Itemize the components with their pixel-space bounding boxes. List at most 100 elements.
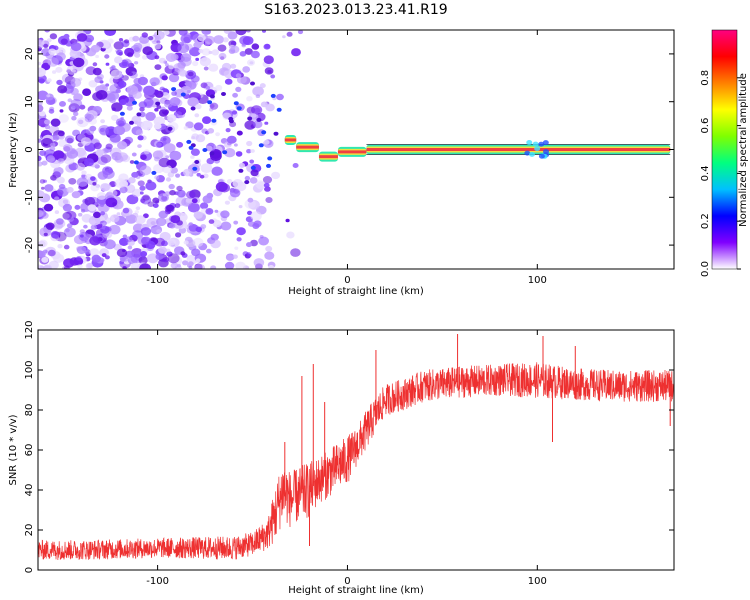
noise-blob [235, 261, 246, 269]
noise-blob [138, 256, 148, 265]
noise-blob [214, 209, 219, 213]
noise-blob [232, 92, 239, 98]
noise-blob [67, 98, 73, 103]
noise-blob [262, 30, 266, 33]
noise-blob [166, 204, 174, 212]
noise-hotspot [211, 118, 217, 123]
noise-blob [119, 99, 127, 106]
colorbar-tick-label: 0.6 [700, 118, 711, 134]
x-tick-label: 0 [344, 576, 350, 587]
noise-blob [47, 249, 56, 257]
noise-blob [53, 150, 65, 160]
noise-blob [236, 227, 246, 236]
noise-blob [178, 227, 187, 234]
noise-hotspot [192, 166, 198, 171]
noise-blob [219, 183, 230, 193]
noise-blob [119, 186, 128, 194]
noise-blob [132, 35, 140, 42]
noise-blob [177, 264, 181, 268]
y-tick-label: 40 [24, 484, 35, 497]
noise-blob [71, 92, 75, 96]
noise-hotspot [236, 106, 242, 111]
noise-blob [149, 77, 160, 86]
noise-hotspot [207, 100, 213, 105]
snr-content [38, 334, 674, 561]
noise-blob [111, 102, 123, 112]
noise-blob [170, 167, 179, 174]
noise-blob [38, 210, 44, 218]
snr-axes: -100 0 100 0 20 40 60 80 100 120 [24, 320, 674, 587]
noise-blob [230, 45, 240, 54]
noise-blob [100, 119, 105, 124]
noise-hotspot [228, 116, 234, 121]
noise-blob [100, 220, 107, 227]
noise-blob [46, 38, 52, 43]
noise-blob [255, 94, 261, 98]
noise-blob [140, 227, 152, 236]
noise-blob [235, 30, 247, 36]
noise-blob [143, 149, 150, 155]
noise-blob [138, 101, 147, 109]
noise-blob [38, 161, 43, 167]
noise-blob [57, 130, 65, 137]
noise-blob [126, 194, 139, 205]
noise-hotspot [250, 165, 256, 170]
noise-blob [152, 203, 159, 209]
noise-blob [46, 94, 50, 98]
colorbar: 0.0 0.2 0.4 0.6 0.8 Normalized spectral ampl… [700, 29, 749, 277]
noise-blob [75, 162, 86, 171]
colorbar-tick-label: 0.2 [700, 213, 711, 229]
noise-blob [175, 191, 180, 195]
noise-blob [232, 179, 243, 188]
noise-blob [239, 35, 251, 46]
noise-hotspot [186, 139, 192, 144]
noise-blob [224, 261, 235, 269]
noise-blob [142, 194, 150, 201]
noise-blob [224, 148, 236, 158]
noise-blob [253, 258, 265, 268]
noise-blob [91, 139, 96, 143]
noise-blob [137, 180, 145, 187]
noise-blob [265, 245, 273, 252]
snr-panel: -100 0 100 0 20 40 60 80 100 120 Height of straig… [8, 320, 675, 596]
noise-blob [263, 139, 270, 145]
noise-blob [100, 203, 104, 207]
noise-blob [154, 237, 166, 247]
noise-hotspot [133, 160, 139, 165]
noise-blob [236, 130, 243, 136]
noise-blob [113, 41, 124, 50]
noise-blob [41, 256, 49, 263]
spectrogram-content [38, 30, 671, 269]
noise-blob [57, 158, 65, 164]
noise-blob [38, 250, 46, 258]
noise-blob [81, 208, 86, 213]
noise-blob [126, 85, 139, 95]
noise-blob [38, 239, 48, 248]
noise-blob [38, 67, 46, 77]
noise-blob [44, 184, 54, 192]
noise-blob [91, 254, 102, 263]
noise-blob [94, 76, 103, 83]
noise-blob [92, 67, 102, 76]
noise-blob [141, 32, 148, 38]
noise-blob [226, 254, 234, 261]
noise-blob [168, 183, 175, 190]
noise-blob [165, 63, 169, 67]
disturbance-blob [524, 150, 531, 156]
noise-blob [78, 212, 83, 217]
noise-blob [190, 75, 200, 83]
noise-blob [104, 239, 116, 250]
noise-blob [244, 120, 256, 130]
noise-blob [85, 128, 95, 136]
noise-blob [95, 149, 104, 157]
noise-blob [259, 83, 266, 89]
noise-hotspot [136, 112, 142, 117]
noise-blob [141, 120, 153, 131]
noise-blob [153, 123, 162, 130]
noise-hotspot [119, 111, 125, 116]
noise-blob [227, 31, 238, 40]
noise-blob [154, 108, 159, 112]
noise-blob [235, 73, 242, 79]
noise-blob [83, 224, 88, 229]
